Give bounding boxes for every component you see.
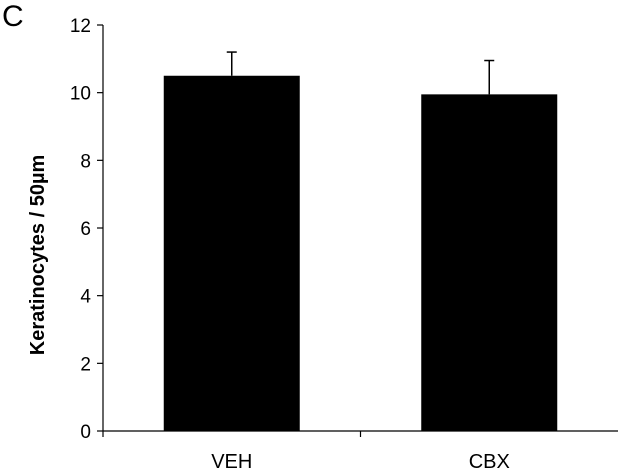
y-tick-label: 4 [80, 287, 91, 308]
y-tick-label: 2 [80, 354, 91, 375]
y-ticks-group: 0 2 4 6 8 10 12 [70, 16, 103, 443]
y-tick-label: 6 [80, 219, 91, 240]
x-tick-label-veh: VEH [211, 451, 252, 473]
x-tick-label-cbx: CBX [469, 451, 510, 473]
x-labels-group: VEH CBX [211, 451, 510, 473]
panel-label: C [2, 0, 24, 33]
y-tick-label: 12 [70, 16, 91, 37]
bar-veh [163, 75, 300, 431]
y-axis-label: Keratinocytes / 50µm [27, 155, 49, 356]
y-tick-label: 8 [80, 151, 91, 172]
error-bars-group [226, 51, 495, 95]
y-tick-label: 0 [80, 422, 91, 443]
bar-cbx [421, 94, 558, 431]
bars-group [163, 75, 558, 431]
y-tick-label: 10 [70, 84, 91, 105]
